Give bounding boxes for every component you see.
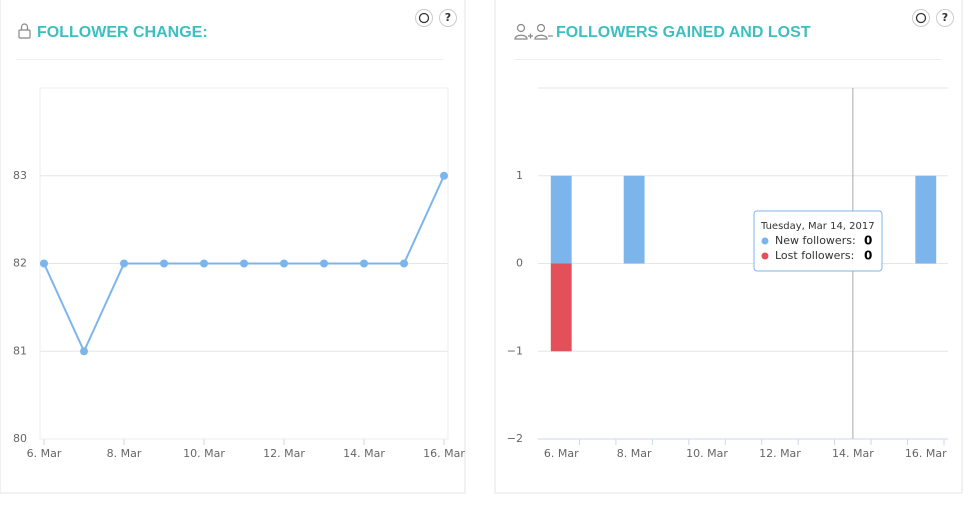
history-button[interactable] xyxy=(415,9,433,27)
x-tick-label: 8. Mar xyxy=(107,447,142,460)
bar xyxy=(915,175,937,264)
lock-icon xyxy=(18,23,31,39)
x-tick-label: 16. Mar xyxy=(905,447,947,460)
panel xyxy=(0,0,466,494)
x-tick-label: 14. Mar xyxy=(343,447,385,460)
tooltip-label: New followers: xyxy=(775,234,856,247)
point xyxy=(200,259,208,268)
help-icon[interactable]: ? xyxy=(445,11,451,24)
tooltip-value: 0 xyxy=(864,249,872,263)
x-tick-label: 16. Mar xyxy=(423,447,465,460)
history-button[interactable] xyxy=(912,9,930,27)
tooltip-label: Lost followers: xyxy=(775,249,854,262)
point xyxy=(440,171,448,180)
bar xyxy=(623,175,645,264)
point xyxy=(400,259,408,268)
y-tick-label: 81 xyxy=(13,344,27,357)
help-button[interactable]: ? xyxy=(936,9,954,27)
y-tick-label: −1 xyxy=(507,344,523,357)
tooltip-dot xyxy=(761,252,769,260)
point xyxy=(80,347,88,356)
users-icon xyxy=(514,23,553,40)
x-tick-label: 8. Mar xyxy=(617,447,652,460)
point xyxy=(40,259,48,268)
y-tick-label: 82 xyxy=(13,257,27,270)
help-icon[interactable]: ? xyxy=(942,11,948,24)
tooltip-dot xyxy=(761,237,769,245)
panel-title: FOLLOWERS GAINED AND LOST xyxy=(556,24,811,41)
point xyxy=(280,259,288,268)
panel-title: FOLLOWER CHANGE: xyxy=(37,24,208,41)
bar xyxy=(550,175,572,264)
x-tick-label: 6. Mar xyxy=(544,447,579,460)
tooltip-title: Tuesday, Mar 14, 2017 xyxy=(760,221,875,232)
y-tick-label: 0 xyxy=(516,257,523,270)
x-tick-label: 12. Mar xyxy=(263,447,305,460)
x-tick-label: 12. Mar xyxy=(759,447,801,460)
y-tick-label: 80 xyxy=(13,432,27,445)
point xyxy=(160,259,168,268)
y-tick-label: 83 xyxy=(13,169,27,182)
x-tick-label: 6. Mar xyxy=(27,447,62,460)
tooltip-box xyxy=(753,210,883,272)
y-tick-label: −2 xyxy=(507,432,523,445)
point xyxy=(360,259,368,268)
x-tick-label: 10. Mar xyxy=(686,447,728,460)
point xyxy=(120,259,128,268)
x-tick-label: 10. Mar xyxy=(183,447,225,460)
panel xyxy=(494,0,963,494)
tooltip: Tuesday, Mar 14, 2017 New followers: 0 Lost… xyxy=(753,210,883,272)
point xyxy=(240,259,248,268)
x-tick-label: 14. Mar xyxy=(832,447,874,460)
help-button[interactable]: ? xyxy=(439,9,457,27)
bar xyxy=(550,263,572,352)
tooltip-value: 0 xyxy=(864,234,872,248)
point xyxy=(320,259,328,268)
y-tick-label: 1 xyxy=(516,169,523,182)
